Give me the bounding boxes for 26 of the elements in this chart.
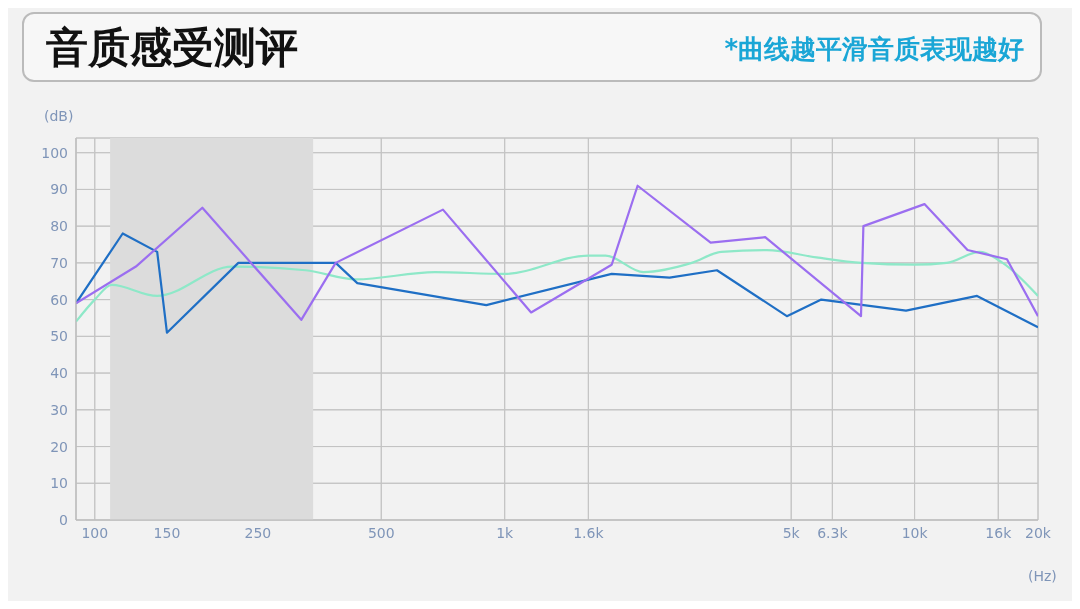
y-tick-label: 60 — [50, 291, 68, 308]
y-tick-label: 10 — [50, 475, 68, 492]
y-tick-label: 90 — [50, 181, 68, 198]
x-tick-label: 250 — [244, 524, 272, 541]
chart-title: 音质感受测评 — [46, 22, 298, 74]
x-axis-title: (Hz) — [1028, 568, 1057, 584]
y-tick-label: 100 — [41, 144, 68, 161]
x-tick-label: 5k — [782, 524, 801, 541]
x-tick-label: 6.3k — [817, 524, 849, 541]
y-tick-label: 0 — [59, 511, 68, 528]
y-tick-label: 70 — [50, 254, 68, 271]
x-tick-label: 1.6k — [573, 524, 605, 541]
y-axis-title: (dB) — [44, 108, 74, 124]
y-tick-label: 40 — [50, 365, 68, 382]
y-tick-label: 20 — [50, 438, 68, 455]
y-tick-label: 50 — [50, 328, 68, 345]
x-tick-label: 10k — [901, 524, 929, 541]
x-tick-label: 150 — [153, 524, 181, 541]
x-tick-label: 20k — [1025, 524, 1052, 541]
x-tick-label: 16k — [985, 524, 1013, 541]
x-tick-label: 500 — [367, 524, 395, 541]
x-tick-label: 100 — [81, 524, 109, 541]
y-tick-label: 30 — [50, 401, 68, 418]
x-tick-label: 1k — [496, 524, 515, 541]
chart-subtitle: *曲线越平滑音质表现越好 — [724, 33, 1024, 66]
y-tick-label: 80 — [50, 218, 68, 235]
